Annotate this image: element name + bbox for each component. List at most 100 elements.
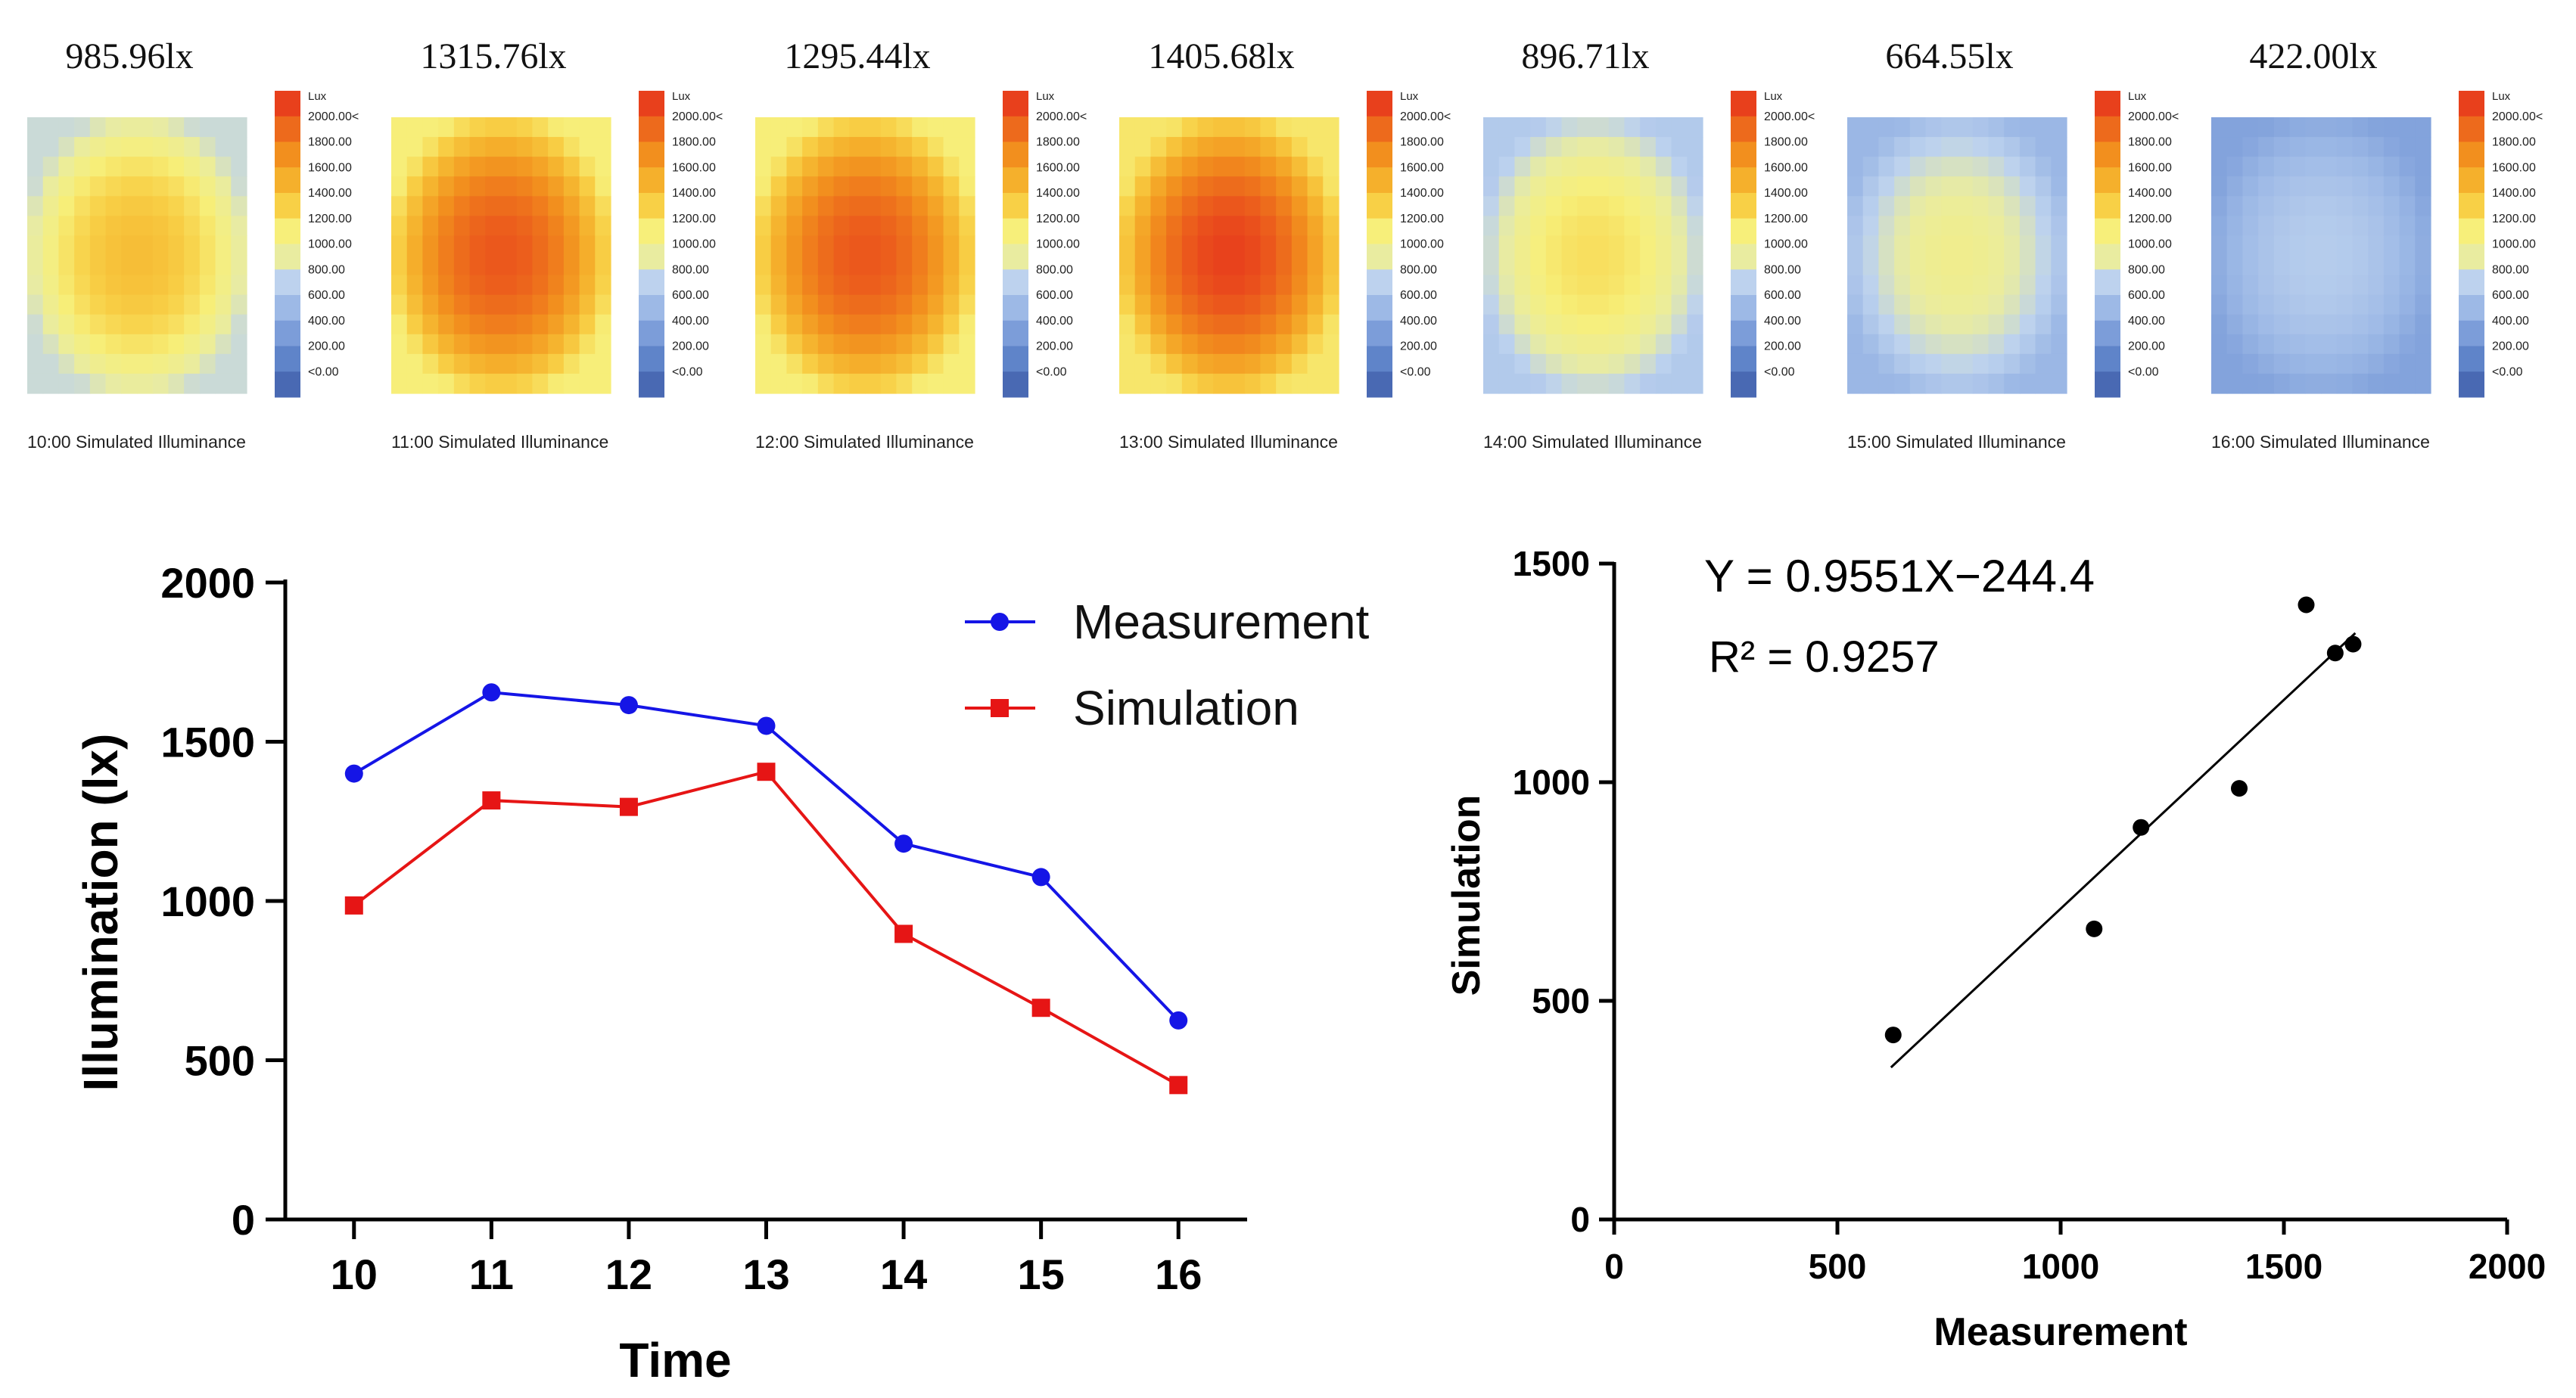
- heatmap-cell: [532, 275, 549, 296]
- heatmap-cell: [137, 196, 154, 216]
- heatmap-cell: [152, 353, 170, 374]
- heatmap-cell: [1545, 196, 1563, 216]
- heatmap-cell: [453, 216, 471, 237]
- heatmap-cell: [1166, 235, 1183, 256]
- heatmap-cell: [485, 157, 502, 177]
- heatmap-cell: [1134, 196, 1152, 216]
- heatmap-cell: [501, 334, 518, 355]
- heatmap-cell: [786, 176, 803, 197]
- legend-swatch: [1367, 346, 1392, 372]
- heatmap-cell: [184, 137, 201, 157]
- heatmap-cell: [2211, 117, 2228, 138]
- heatmap-cell: [2336, 334, 2354, 355]
- heatmap-cell: [1957, 275, 1974, 296]
- heatmap-cell: [1593, 314, 1610, 335]
- heatmap-cell: [2242, 196, 2259, 216]
- heatmap-cell: [2035, 137, 2052, 157]
- heatmap-cell: [215, 275, 232, 296]
- heatmap-cell: [817, 196, 835, 216]
- heatmap-cell: [1862, 196, 1880, 216]
- heatmap-cell: [912, 157, 929, 177]
- heatmap-cell: [786, 373, 803, 394]
- scatter-point: [2326, 645, 2344, 662]
- heatmap-cell: [2051, 353, 2067, 374]
- heatmap-cell: [1307, 137, 1324, 157]
- heatmap-cell: [2352, 353, 2369, 374]
- heatmap-cell: [1134, 353, 1152, 374]
- heatmap-cell: [469, 353, 486, 374]
- heatmap-cell: [1197, 176, 1214, 197]
- heatmap-cell: [1577, 117, 1594, 138]
- y-tick-label: 0: [232, 1196, 255, 1244]
- measurement-point: [482, 683, 501, 702]
- heatmap-cell: [231, 216, 247, 237]
- heatmap-cell: [896, 235, 913, 256]
- heatmap-cell: [406, 117, 424, 138]
- legend-level-label: 800.00: [1400, 263, 1437, 276]
- heatmap-cell: [880, 176, 898, 197]
- legend-swatch: [639, 269, 664, 296]
- y-axis-title: Illumination (lx): [73, 734, 128, 1092]
- heatmap-cell: [1988, 314, 2005, 335]
- heatmap-cell: [2368, 196, 2385, 216]
- heatmap-cell: [1197, 117, 1214, 138]
- heatmap-cell: [1640, 176, 1657, 197]
- legend-level-label: 1400.00: [1400, 187, 1444, 200]
- heatmap-cell: [1561, 137, 1578, 157]
- heatmap-cell: [595, 314, 611, 335]
- heatmap-cell: [2242, 176, 2259, 197]
- heatmap-cell: [89, 275, 107, 296]
- heatmap-cell: [1878, 176, 1895, 197]
- heatmap-cell: [1608, 235, 1626, 256]
- scatter-point: [1884, 1027, 1902, 1044]
- heatmap-cell: [2035, 157, 2052, 177]
- heatmap-cell: [469, 235, 486, 256]
- legend-marker: [991, 613, 1009, 631]
- heatmap-cell: [770, 117, 788, 138]
- measurement-point: [894, 834, 913, 853]
- heatmap-cell: [2321, 255, 2338, 276]
- heatmap-cell: [865, 314, 882, 335]
- heatmap-cell: [548, 176, 565, 197]
- heatmap-cell: [1671, 157, 1688, 177]
- heatmap-cell: [391, 373, 408, 394]
- heatmap-cell: [1561, 314, 1578, 335]
- heatmap-cell: [2305, 235, 2322, 256]
- heatmap-cell: [516, 373, 534, 394]
- heatmap-cell: [579, 157, 596, 177]
- heatmap-cell: [912, 314, 929, 335]
- x-tick-label: 13: [742, 1250, 789, 1298]
- heatmap-cell: [2242, 353, 2259, 374]
- heatmap-cell: [1577, 216, 1594, 237]
- heatmap-cell: [1957, 255, 1974, 276]
- heatmap-cell: [501, 373, 518, 394]
- heatmap-cell: [2352, 196, 2369, 216]
- heatmap-cell: [1925, 353, 1942, 374]
- heatmap-cell: [1988, 196, 2005, 216]
- heatmap-cell: [1577, 137, 1594, 157]
- heatmap-cell: [880, 314, 898, 335]
- legend-level-label: 1600.00: [2492, 161, 2536, 174]
- heatmap-cell: [1687, 353, 1703, 374]
- heatmap-cell: [58, 196, 75, 216]
- heatmap-cell: [2242, 117, 2259, 138]
- heatmap-cell: [1307, 255, 1324, 276]
- heatmap-cell: [849, 216, 866, 237]
- heatmap-cell: [2399, 117, 2416, 138]
- heatmap-cell: [1545, 176, 1563, 197]
- legend-unit: Lux: [2128, 90, 2147, 103]
- heatmap-cell: [469, 196, 486, 216]
- heatmap-cell: [849, 176, 866, 197]
- heatmap-cell: [1119, 353, 1136, 374]
- heatmap-cell: [121, 216, 138, 237]
- heatmap-cell: [595, 373, 611, 394]
- legend-swatch: [2095, 141, 2120, 168]
- heatmap-cell: [2051, 176, 2067, 197]
- heatmap-cell: [2383, 176, 2400, 197]
- heatmap-cell: [89, 294, 107, 315]
- legend-swatch: [1367, 295, 1392, 322]
- heatmap-cell: [579, 373, 596, 394]
- legend-level-label: 800.00: [1036, 263, 1073, 276]
- heatmap-cell: [121, 196, 138, 216]
- legend-level-label: 400.00: [1036, 315, 1073, 328]
